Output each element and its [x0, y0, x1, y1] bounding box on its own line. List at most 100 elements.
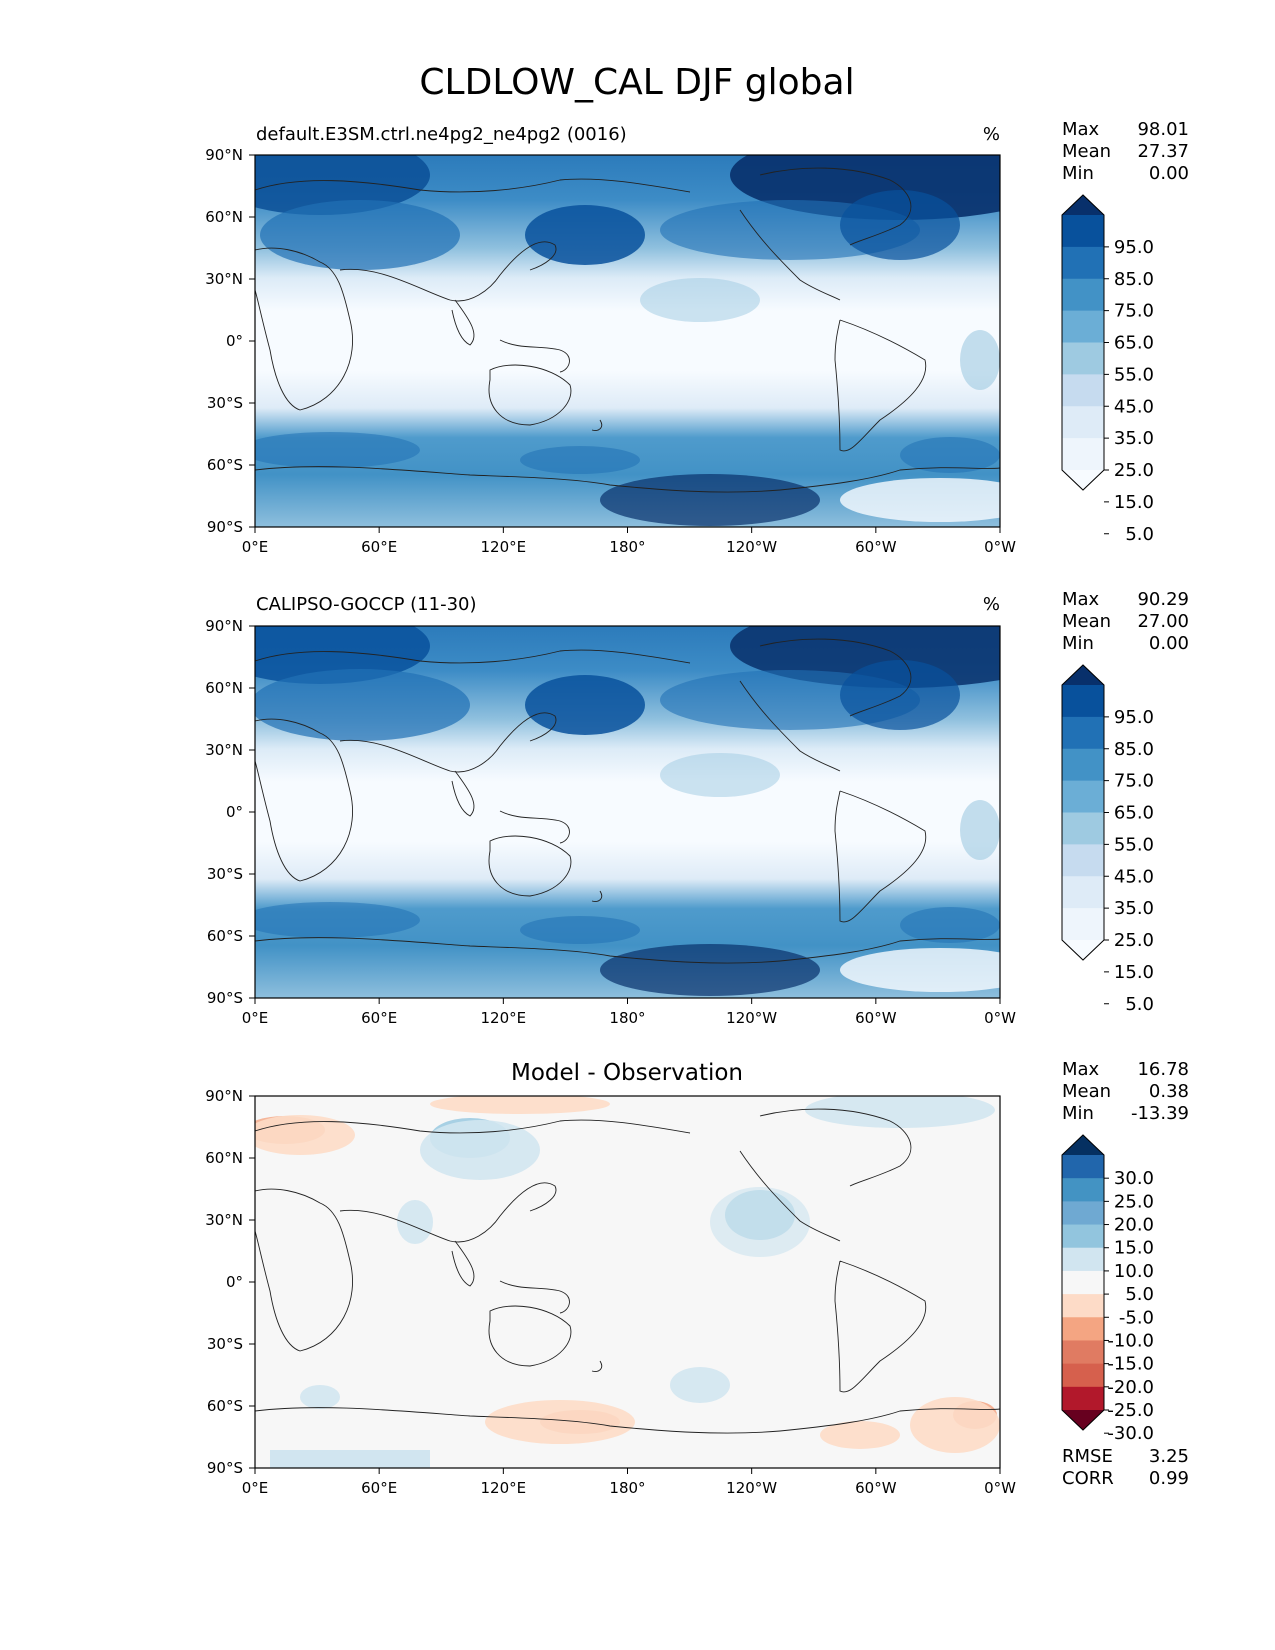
panel-obs-axes: 0°E 60°E 120°E 180° 120°W 60°W 0°W 90°N 60°N 30°N…: [205, 617, 1016, 1027]
colorbar-segment: [1062, 1317, 1104, 1341]
stat-value: -13.39: [1131, 1103, 1189, 1124]
x-tick-label: 120°W: [726, 1479, 777, 1497]
panel-model-title: default.E3SM.ctrl.ne4pg2_ne4pg2 (0016): [256, 124, 627, 145]
x-tick-label: 120°W: [726, 1009, 777, 1027]
x-tick-label: 120°E: [481, 1009, 527, 1027]
colorbar-tick-label: 55.0: [1114, 364, 1154, 385]
colorbar-tick-label: 15.0: [1114, 1238, 1154, 1259]
panel-obs-units: %: [983, 594, 1000, 615]
colorbar-tick-label: -30.0: [1107, 1423, 1154, 1444]
x-tick-label: 60°W: [855, 1009, 897, 1027]
colorbar-tick-label: 95.0: [1114, 707, 1154, 728]
panel-model-units: %: [983, 124, 1000, 145]
stat-label: Min: [1062, 163, 1094, 184]
stat-value: 0.00: [1149, 633, 1189, 654]
stat-value: 0.38: [1149, 1081, 1189, 1102]
colorbar-tick-label: 95.0: [1114, 237, 1154, 258]
colorbar-obs: 95.0 85.0 75.0 65.0 55.0 45.0 35.0 25.0 15.0 5.0: [1061, 664, 1154, 1015]
colorbar-tick-label: 35.0: [1114, 898, 1154, 919]
colorbar-segment: [1062, 342, 1104, 375]
y-tick-label: 30°S: [207, 394, 243, 412]
colorbar-segment: [1062, 748, 1104, 782]
colorbar-tick-label: 75.0: [1114, 301, 1154, 322]
panel-obs-map: [255, 626, 1000, 998]
panel-model-stats: Max 98.01 Mean 27.37 Min 0.00: [1062, 119, 1189, 184]
y-tick-label: 90°S: [207, 1459, 243, 1477]
colorbar-tick-label: 5.0: [1125, 994, 1154, 1015]
colorbar-segment: [1062, 1386, 1104, 1411]
x-tick-label: 0°W: [984, 538, 1016, 556]
panel-model: default.E3SM.ctrl.ne4pg2_ne4pg2 (0016) %: [205, 119, 1189, 556]
colorbar-segment: [1062, 310, 1104, 343]
x-tick-label: 180°: [609, 1009, 645, 1027]
colorbar-extend-bottom: [1062, 1410, 1104, 1430]
colorbar-tick-label: 5.0: [1125, 524, 1154, 545]
panel-diff-axes: 0°E 60°E 120°E 180° 120°W 60°W 0°W 90°N 60°N 30°N…: [205, 1087, 1016, 1497]
panel-diff-stats: Max 16.78 Mean 0.38 Min -13.39: [1062, 1059, 1189, 1124]
colorbar-extend-bottom: [1062, 470, 1104, 490]
colorbar-segment: [1062, 1294, 1104, 1318]
colorbar-tick-label: 25.0: [1114, 930, 1154, 951]
colorbar-tick-label: 65.0: [1114, 803, 1154, 824]
stat-value: 27.37: [1137, 141, 1189, 162]
colorbar-tick-label: 25.0: [1114, 1191, 1154, 1212]
colorbar-segment: [1062, 1340, 1104, 1365]
x-tick-label: 180°: [609, 538, 645, 556]
panel-model-map: [255, 155, 1000, 527]
y-tick-label: 90°N: [205, 1087, 243, 1105]
stat-value: 0.00: [1149, 163, 1189, 184]
stat-label: Max: [1062, 1059, 1100, 1080]
x-tick-label: 180°: [609, 1479, 645, 1497]
corr-label: CORR: [1062, 1468, 1114, 1489]
colorbar-segment: [1062, 406, 1104, 439]
colorbar-tick-label: 35.0: [1114, 428, 1154, 449]
stat-label: Mean: [1062, 141, 1111, 162]
stat-label: Max: [1062, 589, 1100, 610]
y-tick-label: 0°: [226, 1273, 243, 1291]
stat-label: Min: [1062, 1103, 1094, 1124]
y-tick-label: 90°N: [205, 146, 243, 164]
y-tick-label: 30°N: [205, 270, 243, 288]
colorbar-segment: [1062, 1178, 1104, 1202]
y-tick-label: 90°S: [207, 989, 243, 1007]
y-tick-label: 0°: [226, 332, 243, 350]
stat-value: 98.01: [1137, 119, 1189, 140]
rmse-value: 3.25: [1149, 1446, 1189, 1467]
y-tick-label: 60°N: [205, 679, 243, 697]
colorbar-segment: [1062, 716, 1104, 750]
colorbar-segment: [1062, 780, 1104, 813]
stat-label: Mean: [1062, 611, 1111, 632]
x-tick-label: 60°E: [361, 1479, 397, 1497]
colorbar-model: 95.0 85.0 75.0 65.0 55.0 45.0 35.0 25.0 15.0 5.0: [1061, 194, 1154, 545]
colorbar-extend-top: [1062, 665, 1104, 685]
colorbar-segment: [1062, 1155, 1104, 1179]
colorbar-segment: [1062, 246, 1104, 280]
colorbar-segment: [1062, 278, 1104, 312]
colorbar-tick-label: 15.0: [1114, 492, 1154, 513]
colorbar-tick-label: 65.0: [1114, 333, 1154, 354]
colorbar-tick-label: 85.0: [1114, 739, 1154, 760]
colorbar-tick-label: 30.0: [1114, 1168, 1154, 1189]
colorbar-tick-label: -25.0: [1107, 1400, 1154, 1421]
stat-value: 27.00: [1137, 611, 1189, 632]
colorbar-segment: [1062, 812, 1104, 845]
x-tick-label: 0°E: [242, 538, 269, 556]
y-tick-label: 30°N: [205, 741, 243, 759]
colorbar-tick-label: 85.0: [1114, 269, 1154, 290]
colorbar-segment: [1062, 685, 1104, 718]
panel-obs-stats: Max 90.29 Mean 27.00 Min 0.00: [1062, 589, 1189, 654]
colorbar-tick-label: 10.0: [1114, 1261, 1154, 1282]
x-tick-label: 0°W: [984, 1479, 1016, 1497]
colorbar-tick-label: 15.0: [1114, 962, 1154, 983]
y-tick-label: 30°S: [207, 1335, 243, 1353]
colorbar-diff: 30.025.0 20.015.010.05.0-5.0-10.0 -15.0-20…: [1061, 1134, 1154, 1444]
colorbar-tick-label: 25.0: [1114, 460, 1154, 481]
y-tick-label: 60°N: [205, 1149, 243, 1167]
colorbar-segment: [1062, 1201, 1104, 1226]
panel-obs-title: CALIPSO-GOCCP (11-30): [256, 594, 477, 615]
colorbar-segment: [1062, 438, 1104, 471]
colorbar-segment: [1062, 215, 1104, 248]
panel-obs: CALIPSO-GOCCP (11-30) %: [205, 589, 1189, 1027]
y-tick-label: 0°: [226, 803, 243, 821]
x-tick-label: 120°E: [481, 1479, 527, 1497]
